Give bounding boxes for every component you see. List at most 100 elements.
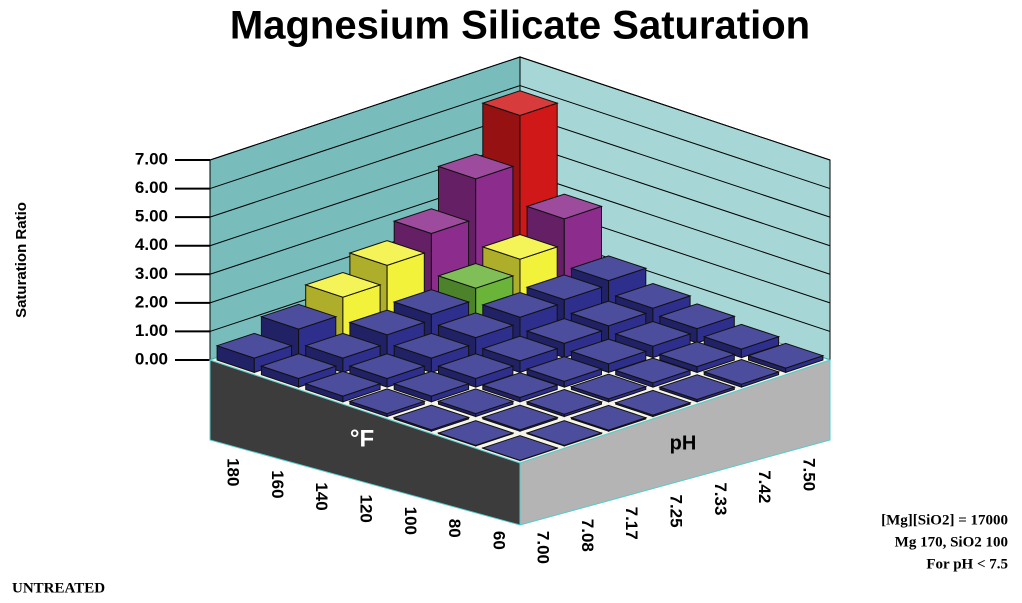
bar-top-face: [614, 320, 692, 347]
bar-top-face: [436, 153, 515, 180]
note: For pH < 7.5: [926, 556, 1008, 572]
grid-line: [519, 142, 831, 247]
bar-top-face: [348, 309, 426, 336]
bar: [525, 388, 604, 418]
bar: [259, 353, 338, 388]
bar: [614, 357, 692, 388]
bar: [436, 420, 515, 447]
x-tick-label: 120: [357, 495, 376, 523]
bar-top-face: [436, 420, 515, 446]
bar-top-face: [259, 353, 338, 380]
x-tick-label: 160: [268, 470, 287, 498]
bar: [702, 358, 781, 388]
bar-top-face: [436, 312, 515, 339]
bar-top-face: [614, 389, 692, 416]
bar: [525, 356, 604, 388]
z-tick-label: 7.08: [578, 519, 597, 552]
bar: [569, 338, 648, 374]
bar-top-face: [658, 303, 736, 330]
bar-top-face: [658, 374, 736, 401]
bar-top-face: [304, 370, 382, 397]
z-tick-label: 7.17: [622, 507, 641, 540]
y-tick-label: 3.00: [135, 264, 168, 283]
z-tick-label: 7.00: [534, 531, 553, 564]
bar-top-face: [392, 289, 471, 315]
bar: [304, 370, 382, 403]
bar-top-face: [614, 282, 692, 309]
bar-top-face: [348, 388, 426, 415]
bar-top-face: [702, 323, 781, 350]
grid-line: [519, 85, 831, 190]
note: Mg 170, SiO2 100: [895, 534, 1008, 550]
bar-top-face: [436, 262, 515, 289]
bar-top-face: [436, 353, 515, 380]
z-tick-label: 7.42: [755, 470, 774, 503]
note: [Mg][SiO2] = 17000: [881, 512, 1008, 528]
x-axis-title: °F: [350, 425, 374, 452]
bar-top-face: [702, 358, 781, 385]
bar: [481, 404, 559, 432]
bar-top-face: [392, 404, 471, 431]
bar: [746, 342, 825, 374]
bar-top-face: [569, 338, 648, 365]
bar: [569, 373, 648, 403]
bar-top-face: [525, 193, 604, 220]
bar-top-face: [304, 271, 382, 298]
bar: [436, 388, 515, 418]
bar: [348, 388, 426, 418]
grid-line: [519, 170, 831, 275]
bar-top-face: [525, 356, 604, 382]
bar: [481, 435, 559, 462]
bar-top-face: [259, 303, 338, 330]
bar-top-face: [348, 240, 426, 266]
bar-top-face: [614, 357, 692, 384]
bar: [525, 420, 604, 447]
bar-top-face: [569, 300, 648, 327]
bar-top-face: [481, 291, 559, 318]
z-tick-label: 7.50: [799, 458, 818, 491]
bar-top-face: [348, 353, 426, 380]
bar-top-face: [481, 335, 559, 362]
grid-line: [209, 113, 521, 218]
bar: [614, 389, 692, 418]
bar-top-face: [569, 255, 648, 282]
bar-top-face: [481, 233, 559, 260]
bar-top-face: [392, 208, 471, 235]
x-tick-label: 80: [445, 519, 464, 538]
bar-top-face: [525, 318, 604, 344]
x-tick-label: 100: [401, 507, 420, 535]
x-tick-label: 60: [489, 531, 508, 550]
y-axis-title: Saturation Ratio: [13, 202, 30, 318]
grid-line: [519, 56, 831, 161]
bar: [702, 323, 781, 359]
y-tick-label: 0.00: [135, 349, 168, 368]
y-tick-label: 7.00: [135, 149, 168, 168]
bar-top-face: [746, 342, 825, 369]
z-tick-label: 7.33: [711, 482, 730, 515]
bar: [569, 404, 648, 432]
bar: [392, 404, 471, 432]
bar-top-face: [304, 332, 382, 359]
bar-top-face: [481, 404, 559, 431]
y-tick-label: 5.00: [135, 207, 168, 226]
y-tick-label: 4.00: [135, 235, 168, 254]
bar-top-face: [569, 373, 648, 400]
bar-top-face: [481, 435, 559, 461]
bar-top-face: [215, 332, 294, 359]
bar-top-face: [481, 90, 559, 117]
bar-top-face: [392, 370, 471, 397]
bar-top-face: [525, 420, 604, 446]
y-tick-label: 6.00: [135, 178, 168, 197]
z-tick-label: 7.25: [667, 495, 686, 528]
bar-top-face: [525, 388, 604, 415]
bar: [436, 353, 515, 388]
y-tick-label: 1.00: [135, 321, 168, 340]
bar-top-face: [569, 404, 648, 431]
bar: [392, 370, 471, 403]
grid-line: [209, 56, 521, 161]
bar-top-face: [392, 332, 471, 359]
x-tick-label: 140: [312, 482, 331, 510]
z-axis-title: pH: [670, 432, 697, 454]
bar: [481, 372, 559, 403]
